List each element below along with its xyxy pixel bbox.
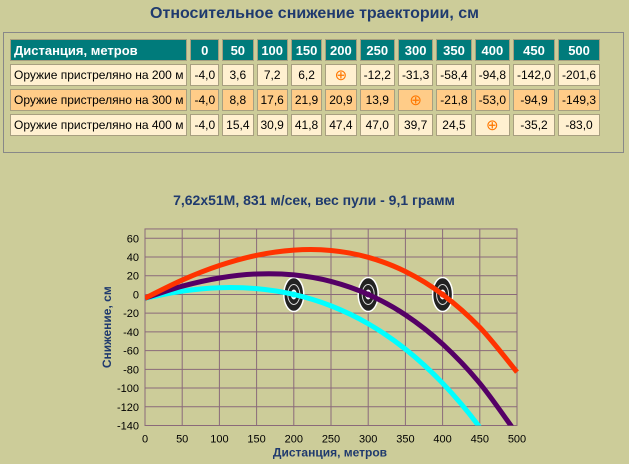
x-tick-label: 150	[247, 434, 265, 446]
row-label: Оружие пристреляно на 300 м	[10, 89, 188, 111]
header-distance-450: 450	[513, 39, 556, 61]
table-cell: -4,0	[190, 64, 220, 86]
row-label: Оружие пристреляно на 400 м	[10, 114, 188, 136]
header-distance-350: 350	[436, 39, 472, 61]
table-row: Оружие пристреляно на 400 м -4,0 15,4 30,9 4…	[10, 114, 601, 136]
table-cell: -142,0	[513, 64, 556, 86]
zero-point	[439, 291, 446, 298]
target-ring	[436, 283, 450, 305]
y-tick-label: 60	[127, 233, 139, 245]
x-tick-label: 450	[471, 434, 489, 446]
table-cell: 17,6	[256, 89, 288, 111]
x-tick-label: 500	[508, 434, 526, 446]
table-cell: -21,8	[436, 89, 472, 111]
x-tick-label: 350	[396, 434, 414, 446]
trajectory-chart: 7,62x51M, 831 м/сек, вес пули - 9,1 грам…	[100, 192, 526, 460]
header-distance-100: 100	[256, 39, 288, 61]
table-row: Оружие пристреляно на 300 м -4,0 8,8 17,6 21…	[10, 89, 601, 111]
x-axis-label: Дистанция, метров	[273, 446, 387, 460]
x-tick-label: 50	[176, 434, 188, 446]
series-line-400	[145, 247, 519, 374]
y-tick-label: 40	[127, 252, 139, 264]
chart-title: 7,62x51M, 831 м/сек, вес пули - 9,1 грам…	[173, 192, 455, 208]
table-cell: -4,0	[190, 114, 220, 136]
trajectory-table: Дистанция, метров 0 50 100 150 200 250 300 350 40…	[7, 36, 603, 139]
series-line-200	[145, 285, 482, 426]
header-distance-250: 250	[359, 39, 395, 61]
table-cell: 15,4	[222, 114, 254, 136]
zero-point	[290, 291, 297, 298]
series-line-300	[145, 271, 514, 426]
page-title: Относительное снижение траектории, см	[150, 5, 479, 22]
table-cell: 47,4	[325, 114, 357, 136]
table-cell: 20,9	[325, 89, 357, 111]
crosshair-icon: ⊕	[325, 64, 357, 86]
y-tick-label: 0	[133, 289, 139, 301]
table-cell: -94,9	[513, 89, 556, 111]
table-cell: 8,8	[222, 89, 254, 111]
header-distance-200: 200	[325, 39, 357, 61]
y-tick-label: -20	[123, 308, 139, 320]
header-distance-0: 0	[190, 39, 220, 61]
table-cell: -53,0	[474, 89, 511, 111]
trajectory-table-box: Дистанция, метров 0 50 100 150 200 250 300 350 40…	[3, 32, 624, 153]
y-axis-label: Снижение, см	[100, 286, 114, 368]
table-cell: -35,2	[513, 114, 556, 136]
table-cell: 30,9	[256, 114, 288, 136]
table-cell: -94,8	[474, 64, 511, 86]
table-cell: 3,6	[222, 64, 254, 86]
header-distance-50: 50	[222, 39, 254, 61]
x-tick-label: 200	[285, 434, 303, 446]
x-tick-label: 300	[359, 434, 377, 446]
table-cell: -4,0	[190, 89, 220, 111]
y-tick-label: -120	[117, 402, 139, 414]
crosshair-icon: ⊕	[397, 89, 434, 111]
table-cell: 6,2	[290, 64, 323, 86]
x-tick-label: 250	[322, 434, 340, 446]
x-tick-label: 0	[142, 434, 148, 446]
table-cell: -31,3	[397, 64, 434, 86]
header-distance: Дистанция, метров	[10, 39, 188, 61]
y-tick-label: -60	[123, 346, 139, 358]
table-cell: -201,6	[558, 64, 601, 86]
header-distance-300: 300	[397, 39, 434, 61]
table-cell: 24,5	[436, 114, 472, 136]
table-cell: 7,2	[256, 64, 288, 86]
row-label: Оружие пристреляно на 200 м	[10, 64, 188, 86]
y-tick-label: -80	[123, 364, 139, 376]
table-cell: 21,9	[290, 89, 323, 111]
zero-point	[365, 291, 372, 298]
header-distance-150: 150	[290, 39, 323, 61]
table-cell: -149,3	[558, 89, 601, 111]
header-distance-400: 400	[474, 39, 511, 61]
table-cell: -12,2	[359, 64, 395, 86]
y-tick-label: 20	[127, 271, 139, 283]
header-distance-500: 500	[558, 39, 601, 61]
crosshair-icon: ⊕	[474, 114, 511, 136]
x-tick-label: 400	[433, 434, 451, 446]
table-cell: 41,8	[290, 114, 323, 136]
table-cell: 13,9	[359, 89, 395, 111]
y-tick-label: -100	[117, 383, 139, 395]
table-cell: -83,0	[558, 114, 601, 136]
y-tick-label: -140	[117, 421, 139, 433]
table-cell: 39,7	[397, 114, 434, 136]
y-tick-label: -40	[123, 327, 139, 339]
table-row: Оружие пристреляно на 200 м -4,0 3,6 7,2 6,2…	[10, 64, 601, 86]
table-cell: -58,4	[436, 64, 472, 86]
x-tick-label: 100	[210, 434, 228, 446]
table-cell: 47,0	[359, 114, 395, 136]
